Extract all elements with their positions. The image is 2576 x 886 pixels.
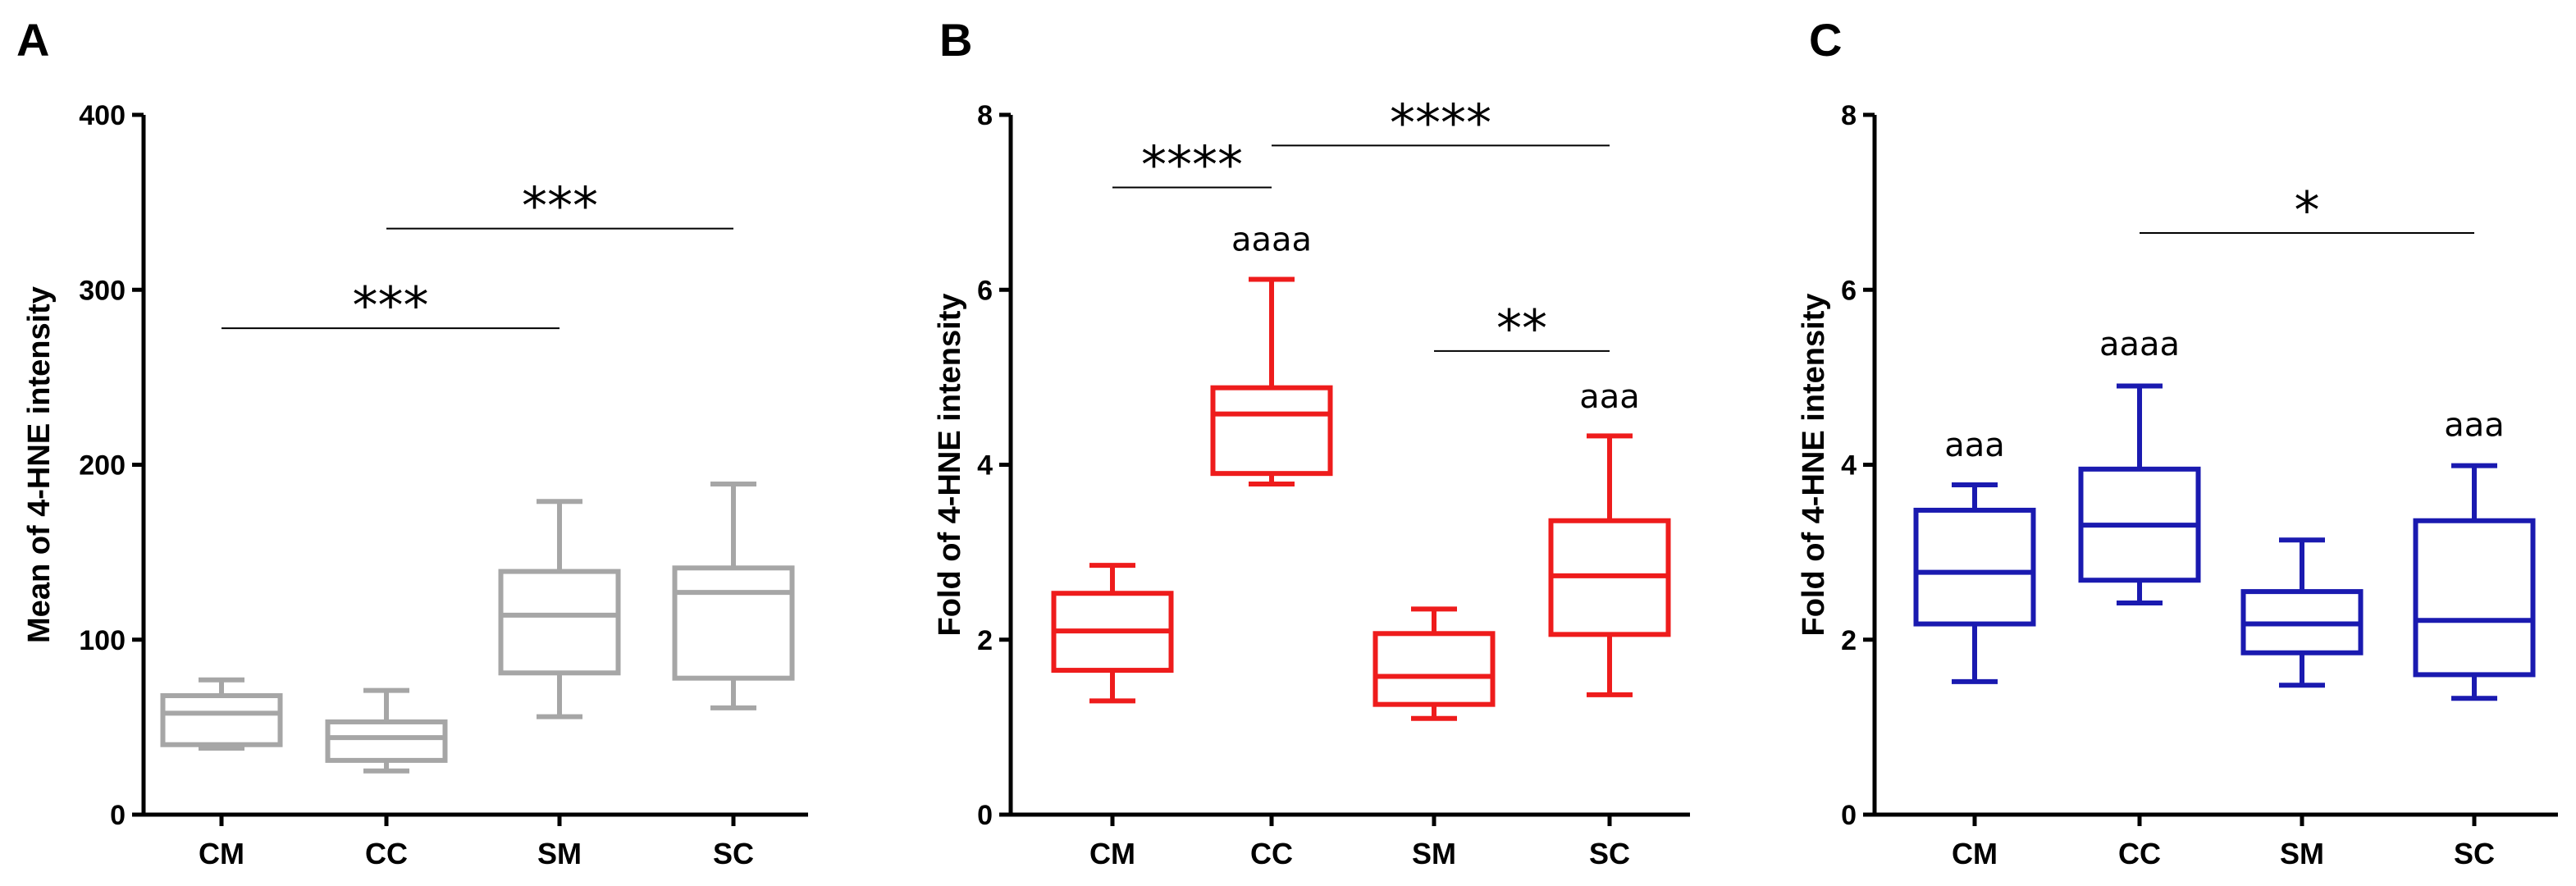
annotation-label: aaa	[1944, 427, 2005, 464]
panel-a: A 0 100 200 300 400 Mean of 4-HNE intensity CM C…	[16, 14, 808, 870]
box-cc	[2078, 383, 2201, 605]
y-tick-label: 0	[977, 800, 993, 831]
iqr-box	[1913, 507, 2036, 627]
box-cc	[1210, 276, 1333, 486]
x-tick-label: CM	[1952, 837, 1998, 870]
x-tick-label: CC	[1250, 837, 1293, 870]
y-axis-label: Fold of 4-HNE intensity	[1797, 294, 1831, 637]
panel-letter: C	[1809, 14, 1842, 66]
y-tick-label: 8	[1841, 100, 1857, 131]
annotation-label: aaa	[1579, 378, 1640, 416]
annotation-label: aaa	[2444, 406, 2505, 444]
x-tick-label: CC	[365, 837, 408, 870]
iqr-box	[2413, 518, 2536, 678]
iqr-box	[1210, 385, 1333, 477]
x-tick-label: CC	[2118, 837, 2161, 870]
significance-stars: *	[2295, 180, 2320, 240]
box-cm	[1051, 563, 1174, 704]
box-cm	[160, 677, 283, 751]
significance-stars: ****	[1141, 135, 1243, 194]
x-tick-label: CM	[199, 837, 244, 870]
significance-stars: ***	[522, 176, 598, 236]
box-sm	[1372, 606, 1496, 721]
y-tick-label: 300	[79, 275, 126, 306]
annotation-label: aaaa	[1231, 221, 1312, 258]
y-tick-label: 100	[79, 625, 126, 656]
iqr-box	[160, 692, 283, 747]
panel-letter: A	[16, 14, 49, 66]
box-sc	[1548, 433, 1671, 697]
x-tick-label: SC	[713, 837, 754, 870]
x-tick-label: CM	[1089, 837, 1135, 870]
y-tick-label: 0	[1841, 800, 1857, 831]
y-tick-label: 400	[79, 100, 126, 131]
panel-letter: B	[939, 14, 972, 66]
y-tick-label: 2	[1841, 625, 1857, 656]
box-sm	[498, 499, 621, 719]
y-tick-label: 2	[977, 625, 993, 656]
x-tick-label: SM	[2280, 837, 2324, 870]
box-cm	[1913, 482, 2036, 684]
y-axis-label: Fold of 4-HNE intensity	[933, 294, 967, 637]
box-cc	[325, 687, 448, 774]
y-tick-label: 8	[977, 100, 993, 131]
x-tick-label: SC	[1589, 837, 1630, 870]
y-axis-label: Mean of 4-HNE intensity	[22, 286, 57, 643]
panel-c: C 0 2 4 6 8 Fold of 4-HNE intensity CM CC SM SC * aa…	[1797, 14, 2558, 870]
iqr-box	[672, 565, 795, 681]
y-tick-label: 4	[977, 450, 993, 482]
y-tick-label: 200	[79, 450, 126, 482]
y-tick-label: 0	[110, 800, 126, 831]
iqr-box	[325, 719, 448, 763]
box-sm	[2240, 537, 2364, 688]
y-tick-label: 6	[1841, 275, 1857, 306]
x-tick-label: SC	[2454, 837, 2495, 870]
annotation-label: aaaa	[2099, 326, 2180, 363]
significance-stars: **	[1496, 299, 1547, 359]
x-tick-label: SM	[537, 837, 582, 870]
box-sc	[672, 481, 795, 710]
y-tick-label: 6	[977, 275, 993, 306]
iqr-box	[498, 569, 621, 676]
box-sc	[2413, 463, 2536, 701]
significance-stars: ***	[353, 276, 429, 336]
significance-stars: ****	[1390, 93, 1491, 153]
y-tick-label: 4	[1841, 450, 1857, 482]
x-tick-label: SM	[1412, 837, 1456, 870]
iqr-box	[1372, 631, 1496, 707]
